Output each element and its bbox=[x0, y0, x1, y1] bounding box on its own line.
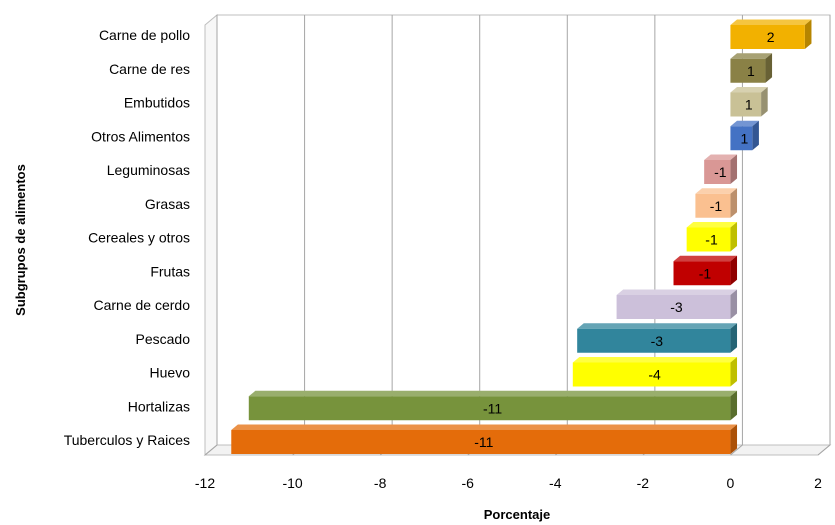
data-label: -1 bbox=[714, 164, 727, 180]
bar bbox=[572, 357, 738, 387]
bar-top-face bbox=[730, 87, 768, 93]
data-label: -1 bbox=[699, 265, 712, 281]
category-label: Otros Alimentos bbox=[91, 128, 190, 144]
data-label: 1 bbox=[747, 63, 755, 79]
data-label: -3 bbox=[651, 333, 664, 349]
bar-top-face bbox=[686, 222, 738, 228]
x-tick-label: -2 bbox=[637, 475, 650, 491]
bar-front-face bbox=[248, 396, 731, 421]
bars-group bbox=[231, 19, 812, 454]
bar bbox=[231, 424, 738, 454]
category-label: Carne de pollo bbox=[99, 27, 190, 43]
x-tick-label: -6 bbox=[461, 475, 474, 491]
bar-side-face bbox=[730, 255, 738, 286]
bar-side-face bbox=[730, 289, 738, 319]
data-label: -1 bbox=[710, 198, 723, 214]
category-label: Carne de cerdo bbox=[93, 297, 190, 313]
labels-group: -12 -10 -8 -6 -4 -2 0 2 2 Carne de pollo 1 Carne de… bbox=[64, 27, 822, 491]
bar-side-face bbox=[730, 424, 738, 454]
bar-front-face bbox=[673, 261, 731, 286]
bar-top-face bbox=[704, 154, 738, 160]
bar-top-face bbox=[695, 188, 738, 194]
category-label: Hortalizas bbox=[128, 398, 190, 414]
bar-side-face bbox=[730, 357, 738, 387]
data-label: 2 bbox=[767, 29, 775, 45]
bar-top-face bbox=[730, 120, 759, 127]
bar-front-face bbox=[730, 126, 753, 151]
bar-front-face bbox=[730, 92, 762, 117]
bar-side-face bbox=[765, 53, 773, 83]
x-tick-label: -10 bbox=[282, 475, 302, 491]
bar-top-face bbox=[572, 357, 738, 363]
x-tick-label: -12 bbox=[195, 475, 215, 491]
data-label: -11 bbox=[483, 400, 502, 416]
bar-front-face bbox=[730, 58, 766, 83]
bar-top-face bbox=[577, 323, 738, 329]
bar-front-face bbox=[686, 227, 731, 252]
bar-side-face bbox=[730, 188, 738, 218]
bar-front-face bbox=[616, 295, 731, 319]
bar-top-face bbox=[616, 289, 738, 295]
x-tick-label: -4 bbox=[549, 475, 562, 491]
bar-side-face bbox=[730, 323, 738, 353]
bar bbox=[695, 188, 738, 218]
category-label: Huevo bbox=[150, 365, 191, 381]
bar-front-face bbox=[704, 160, 731, 184]
y-axis-title: Subgrupos de alimentos bbox=[13, 164, 28, 316]
category-label: Leguminosas bbox=[107, 162, 190, 178]
category-label: Cereales y otros bbox=[88, 230, 190, 246]
x-tick-label: -8 bbox=[374, 475, 387, 491]
gridline bbox=[817, 15, 831, 456]
data-label: 1 bbox=[740, 130, 748, 146]
x-axis-title: Porcentaje bbox=[484, 507, 550, 522]
bar-side-face bbox=[761, 87, 768, 117]
bar bbox=[248, 390, 738, 421]
bar bbox=[616, 289, 738, 319]
data-label: -4 bbox=[648, 367, 661, 383]
bar-top-face bbox=[231, 424, 738, 430]
bar-side-face bbox=[752, 120, 759, 151]
gridline bbox=[204, 15, 218, 456]
bar-top-face bbox=[730, 19, 812, 25]
bar bbox=[730, 53, 773, 83]
data-label: -3 bbox=[670, 299, 683, 315]
data-label: -11 bbox=[474, 434, 493, 450]
bar-front-face bbox=[730, 25, 805, 49]
bar-side-face bbox=[730, 222, 738, 252]
data-label: -1 bbox=[705, 232, 718, 248]
category-label: Tuberculos y Raices bbox=[64, 432, 190, 448]
data-label: 1 bbox=[745, 97, 753, 113]
bar bbox=[704, 154, 738, 184]
category-label: Carne de res bbox=[109, 61, 190, 77]
category-label: Pescado bbox=[136, 331, 191, 347]
bar-top-face bbox=[730, 53, 773, 59]
gridline bbox=[730, 15, 743, 456]
category-label: Grasas bbox=[145, 196, 190, 212]
x-tick-label: 2 bbox=[814, 475, 822, 491]
category-label: Embutidos bbox=[124, 95, 190, 111]
bar bbox=[730, 87, 768, 117]
side-wall bbox=[204, 13, 218, 457]
bar bbox=[577, 323, 738, 353]
bar-front-face bbox=[231, 430, 731, 454]
bar-front-face bbox=[577, 328, 731, 353]
bar-side-face bbox=[730, 154, 738, 184]
bar bbox=[730, 19, 812, 49]
bar-top-face bbox=[248, 390, 738, 397]
bar bbox=[673, 255, 738, 286]
bar-front-face bbox=[695, 193, 731, 218]
x-tick-label: 0 bbox=[727, 475, 735, 491]
bar-front-face bbox=[572, 362, 731, 387]
bar-side-face bbox=[804, 19, 812, 49]
bar bbox=[686, 222, 738, 252]
category-label: Frutas bbox=[150, 263, 190, 279]
bar bbox=[730, 120, 759, 151]
bar-side-face bbox=[730, 390, 738, 421]
bar-top-face bbox=[673, 255, 738, 262]
